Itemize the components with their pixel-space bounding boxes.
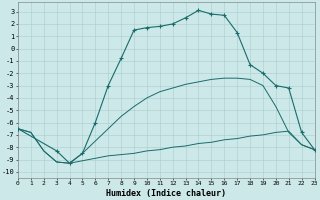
- X-axis label: Humidex (Indice chaleur): Humidex (Indice chaleur): [106, 189, 226, 198]
